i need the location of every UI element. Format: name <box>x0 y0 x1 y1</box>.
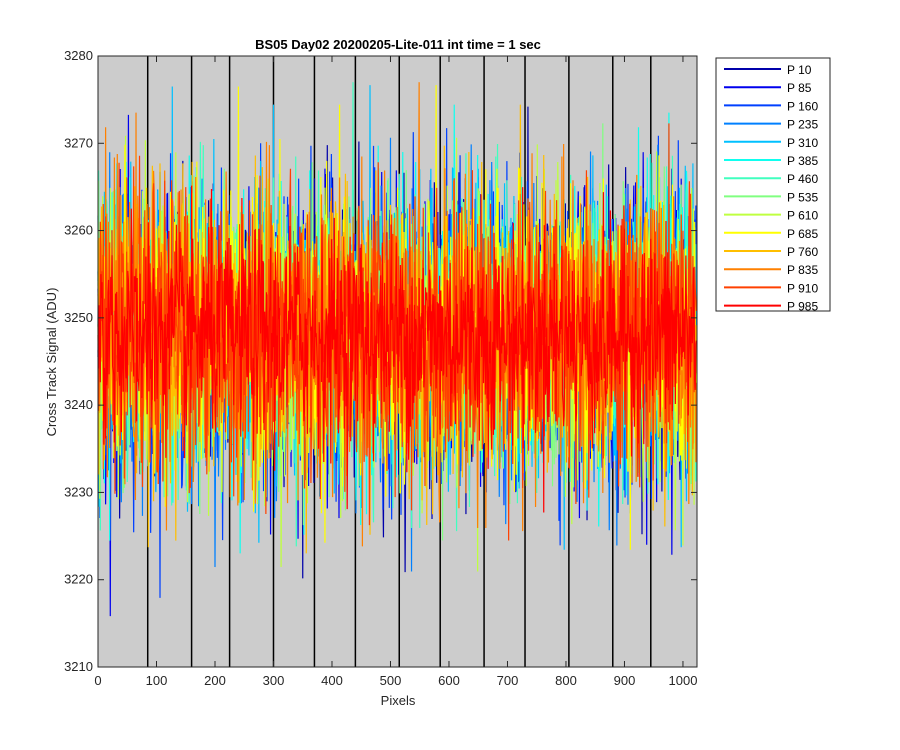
legend-label: P 910 <box>787 281 818 295</box>
x-tick-label: 800 <box>555 673 577 688</box>
x-axis: 0 100 200 300 400 500 600 700 800 900 1000 <box>94 56 697 688</box>
y-tick-label: 3220 <box>64 572 93 587</box>
legend-label: P 610 <box>787 209 818 223</box>
x-tick-label: 300 <box>263 673 285 688</box>
x-tick-label: 0 <box>94 673 101 688</box>
x-tick-label: 600 <box>438 673 460 688</box>
legend-label: P 85 <box>787 81 812 95</box>
x-tick-label: 700 <box>497 673 519 688</box>
y-axis: 3210 3220 3230 3240 3250 3260 3270 3280 <box>64 48 697 674</box>
plot-frame <box>97 55 698 668</box>
chart-title: BS05 Day02 20200205-Lite-011 int time = … <box>255 37 541 52</box>
y-axis-label: Cross Track Signal (ADU) <box>44 288 59 437</box>
legend-label: P 160 <box>787 99 818 113</box>
y-tick-label: 3250 <box>64 310 93 325</box>
x-tick-label: 400 <box>321 673 343 688</box>
legend: P 10 P 85 P 160 P 235 P 310 P 385 P 460 P 535 P … <box>715 57 831 314</box>
legend-label: P 535 <box>787 190 818 204</box>
x-tick-label: 200 <box>204 673 226 688</box>
legend-label: P 835 <box>787 263 818 277</box>
y-tick-label: 3240 <box>64 397 93 412</box>
legend-label: P 760 <box>787 245 818 259</box>
series-group <box>97 82 698 617</box>
y-tick-label: 3270 <box>64 135 93 150</box>
legend-label: P 310 <box>787 136 818 150</box>
legend-label: P 10 <box>787 63 812 77</box>
x-axis-label: Pixels <box>381 693 416 708</box>
x-tick-label: 100 <box>146 673 168 688</box>
legend-label: P 235 <box>787 118 818 132</box>
x-tick-label: 500 <box>380 673 402 688</box>
legend-label: P 685 <box>787 227 818 241</box>
y-tick-label: 3280 <box>64 48 93 63</box>
legend-label: P 985 <box>787 300 818 314</box>
x-tick-label: 1000 <box>669 673 698 688</box>
x-tick-label: 900 <box>614 673 636 688</box>
series-line <box>97 185 698 513</box>
y-tick-label: 3230 <box>64 484 93 499</box>
legend-label: P 385 <box>787 154 818 168</box>
y-tick-label: 3210 <box>64 659 93 674</box>
y-tick-label: 3260 <box>64 223 93 238</box>
legend-label: P 460 <box>787 172 818 186</box>
